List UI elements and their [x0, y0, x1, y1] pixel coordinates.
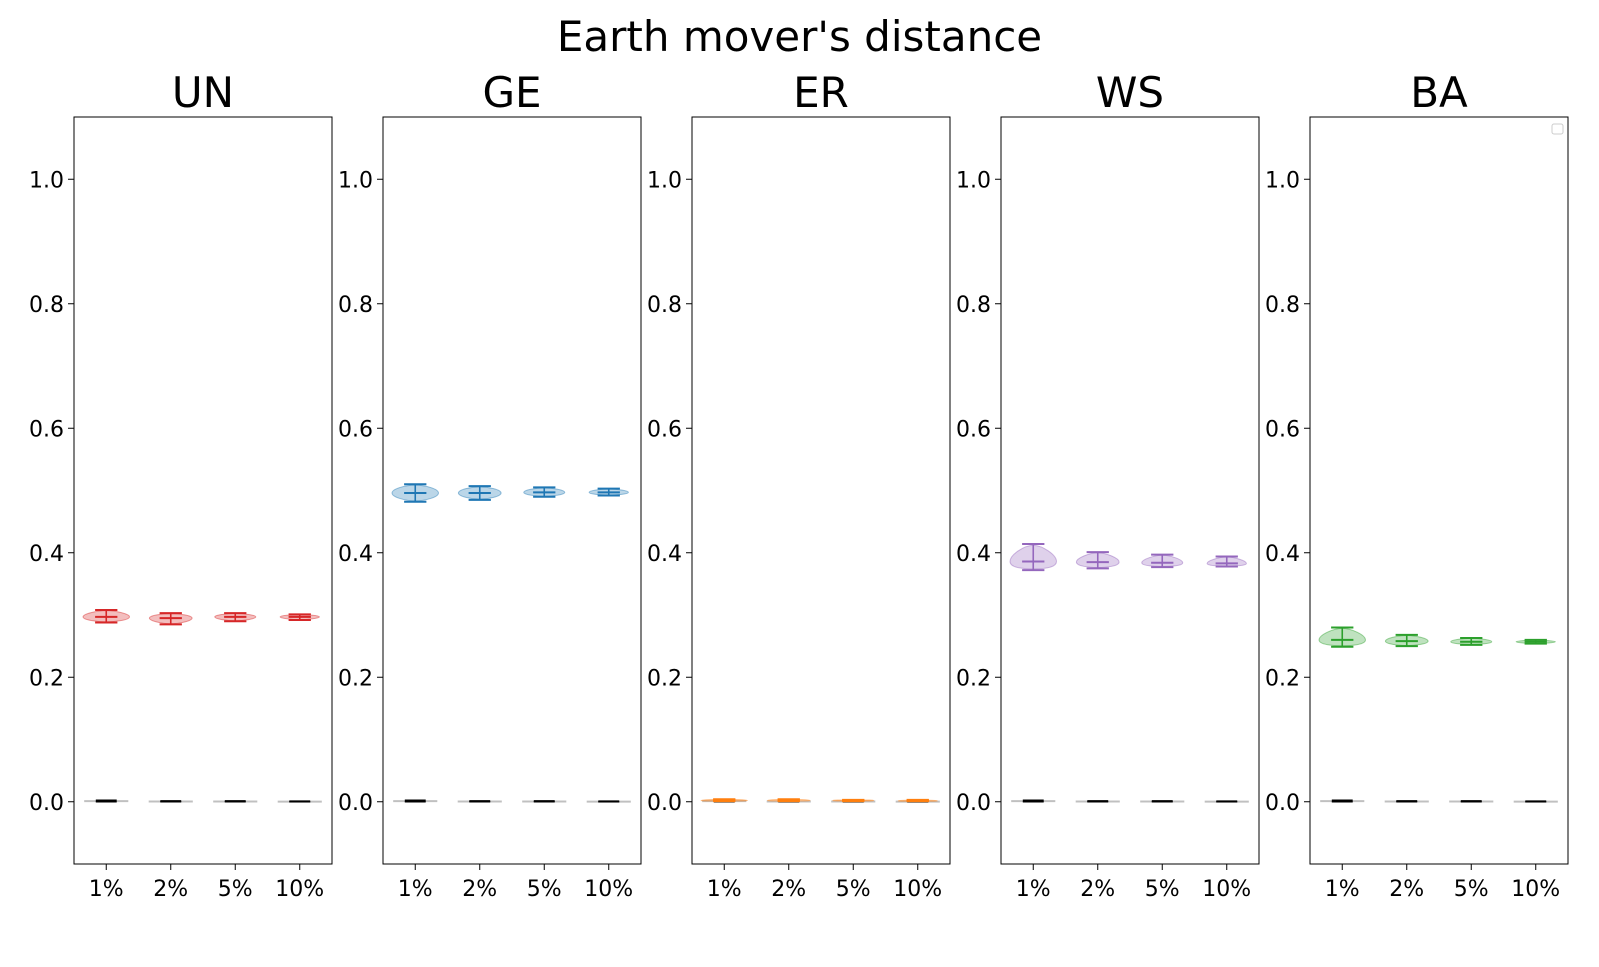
x-tick-label: 5% [527, 877, 562, 902]
x-tick-label: 10% [893, 877, 942, 902]
axes-frame [1309, 116, 1569, 865]
subplot-ba: BA 0.0 0.2 0.4 0.6 0.8 1.0 1% 2% 5% 10% [1265, 68, 1569, 902]
y-tick-label: 0.6 [647, 417, 682, 442]
axes-frame [382, 116, 642, 865]
axes-frame [73, 116, 333, 865]
x-tick-label: 2% [771, 877, 806, 902]
y-tick-label: 0.6 [1265, 417, 1300, 442]
x-tick-label: 5% [1145, 877, 1180, 902]
x-tick-label: 2% [153, 877, 188, 902]
x-tick-label: 2% [1389, 877, 1424, 902]
y-tick-label: 0.2 [1265, 666, 1300, 691]
axes-frame [691, 116, 951, 865]
subplot-ws: WS 0.0 0.2 0.4 0.6 0.8 1.0 1% 2% 5% 10% [956, 68, 1260, 902]
y-tick-label: 0.4 [1265, 542, 1300, 567]
axes-frame [1000, 116, 1260, 865]
x-tick-label: 5% [218, 877, 253, 902]
x-tick-label: 10% [275, 877, 324, 902]
x-tick-label: 2% [462, 877, 497, 902]
x-tick-label: 1% [89, 877, 124, 902]
subplot-title: ER [793, 68, 849, 117]
y-tick-label: 0.6 [338, 417, 373, 442]
y-tick-label: 0.2 [647, 666, 682, 691]
subplot-title: WS [1096, 68, 1164, 117]
y-tick-label: 0.4 [956, 542, 991, 567]
x-tick-label: 10% [584, 877, 633, 902]
subplot-title: BA [1410, 68, 1468, 117]
y-tick-label: 1.0 [647, 168, 682, 193]
y-tick-label: 1.0 [338, 168, 373, 193]
x-tick-label: 1% [1016, 877, 1051, 902]
x-tick-label: 1% [1325, 877, 1360, 902]
y-tick-label: 0.2 [29, 666, 64, 691]
y-tick-label: 0.8 [338, 293, 373, 318]
x-tick-label: 1% [398, 877, 433, 902]
y-tick-label: 0.0 [647, 791, 682, 816]
x-tick-label: 5% [836, 877, 871, 902]
x-tick-label: 2% [1080, 877, 1115, 902]
y-tick-label: 0.0 [956, 791, 991, 816]
y-tick-label: 0.2 [956, 666, 991, 691]
subplot-er: ER 0.0 0.2 0.4 0.6 0.8 1.0 1% 2% 5% 10% [647, 68, 951, 902]
figure-title: Earth mover's distance [556, 12, 1043, 61]
y-tick-label: 0.8 [29, 293, 64, 318]
legend-box [1551, 123, 1564, 135]
y-tick-label: 0.4 [647, 542, 682, 567]
y-tick-label: 0.8 [647, 293, 682, 318]
subplot-title: GE [482, 68, 541, 117]
y-tick-label: 0.4 [338, 542, 373, 567]
y-tick-label: 0.0 [29, 791, 64, 816]
y-tick-label: 0.6 [956, 417, 991, 442]
y-tick-label: 0.8 [1265, 293, 1300, 318]
x-tick-label: 1% [707, 877, 742, 902]
y-tick-label: 1.0 [956, 168, 991, 193]
y-tick-label: 0.0 [1265, 791, 1300, 816]
x-tick-label: 10% [1202, 877, 1251, 902]
y-tick-label: 0.0 [338, 791, 373, 816]
y-tick-label: 1.0 [1265, 168, 1300, 193]
x-tick-label: 5% [1454, 877, 1489, 902]
y-tick-label: 1.0 [29, 168, 64, 193]
subplot-un: UN 0.0 0.2 0.4 0.6 0.8 1.0 1% 2% 5% 10% [29, 68, 333, 902]
subplot-ge: GE 0.0 0.2 0.4 0.6 0.8 1.0 1% 2% 5% 10% [338, 68, 642, 902]
y-tick-label: 0.6 [29, 417, 64, 442]
x-tick-label: 10% [1511, 877, 1560, 902]
y-tick-label: 0.8 [956, 293, 991, 318]
subplot-title: UN [172, 68, 234, 117]
y-tick-label: 0.2 [338, 666, 373, 691]
y-tick-label: 0.4 [29, 542, 64, 567]
